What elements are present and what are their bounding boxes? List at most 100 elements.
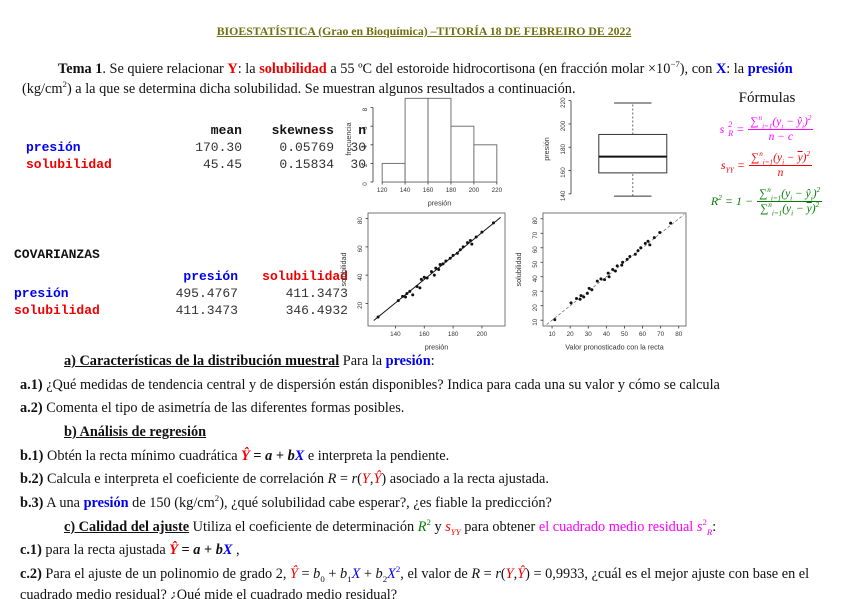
svg-text:0: 0 xyxy=(362,182,369,186)
svg-text:solubilidad: solubilidad xyxy=(339,253,348,287)
formula-lhs: s xyxy=(719,122,725,136)
stats-header-mean: mean xyxy=(210,123,242,138)
svg-text:6: 6 xyxy=(362,126,369,130)
question-b2: b.2) Calcula e interpreta el coeficiente… xyxy=(20,471,549,488)
question-c1: c.1) para la recta ajustada Ŷ = a + bX , xyxy=(20,542,240,559)
covariance-header-solubilidad: solubilidad xyxy=(262,269,348,284)
equals-sign: = 1 − xyxy=(724,194,754,208)
svg-text:solubilidad: solubilidad xyxy=(514,253,523,287)
svg-text:160: 160 xyxy=(560,167,567,178)
covariance-title: COVARIANZAS xyxy=(14,247,100,262)
svg-text:40: 40 xyxy=(532,275,539,283)
svg-text:60: 60 xyxy=(532,246,539,254)
question-c2: c.2) Para el ajuste de un polinomio de g… xyxy=(20,564,810,599)
covariance-header-presion: presión xyxy=(183,269,238,284)
questions-section: a) Características de la distribución mu… xyxy=(20,351,838,599)
covariance-row-label: presión xyxy=(14,286,69,302)
stats-cell: 30 xyxy=(350,157,366,173)
svg-text:120: 120 xyxy=(377,187,388,194)
stats-row-label: solubilidad xyxy=(26,157,112,173)
formula-lhs: R2 xyxy=(710,193,722,208)
stats-cell: 45.45 xyxy=(202,157,242,173)
covariance-cell: 411.3473 xyxy=(285,286,348,302)
fraction-denominator: n xyxy=(777,167,784,179)
table-row: solubilidad 45.45 0.15834 30 xyxy=(26,156,366,173)
svg-text:60: 60 xyxy=(357,245,364,253)
svg-text:30: 30 xyxy=(532,289,539,297)
svg-text:180: 180 xyxy=(446,187,457,194)
question-a-heading: a) Características de la distribución mu… xyxy=(64,353,435,369)
svg-text:10: 10 xyxy=(532,318,539,326)
question-a2: a.2) Comenta el tipo de asimetría de las… xyxy=(20,400,405,417)
document-title: BIOESTATÍSTICA (Grao en Bioquímica) –TIT… xyxy=(216,24,632,38)
summary-stats-table: mean skewness n presión 170.30 0.05769 3… xyxy=(26,122,366,173)
stats-row-label: presión xyxy=(26,140,81,156)
formula-lhs: sYY xyxy=(720,158,734,175)
svg-text:50: 50 xyxy=(621,331,629,338)
fraction-numerator: ∑ni=1(yi − ŷi)2 xyxy=(757,186,823,203)
svg-text:presión: presión xyxy=(542,137,551,161)
formula-r-squared: R2 = 1 − ∑ni=1(yi − ŷi)2 ∑ni=1(yi − y)2 xyxy=(690,186,844,218)
table-row: solubilidad 411.3473 346.4932 xyxy=(14,302,348,319)
svg-text:80: 80 xyxy=(675,331,683,338)
svg-text:20: 20 xyxy=(357,301,364,309)
intro-paragraph: Tema 1. Se quiere relacionar Y: la solub… xyxy=(22,59,793,98)
svg-text:70: 70 xyxy=(657,331,665,338)
question-b1: b.1) Obtén la recta mínimo cuadrática Ŷ … xyxy=(20,447,450,464)
svg-text:40: 40 xyxy=(603,331,611,338)
svg-text:140: 140 xyxy=(560,190,567,201)
svg-text:200: 200 xyxy=(469,187,480,194)
covariance-cell: 495.4767 xyxy=(175,286,238,302)
question-a1: a.1) ¿Qué medidas de tendencia central y… xyxy=(20,376,720,393)
svg-text:160: 160 xyxy=(419,331,430,338)
fraction-denominator: ∑ni=1(yi − y)2 xyxy=(760,201,820,218)
svg-text:160: 160 xyxy=(423,187,434,194)
svg-text:50: 50 xyxy=(532,260,539,268)
fraction-denominator: n − c xyxy=(768,131,794,143)
covariance-header-row: presión solubilidad xyxy=(14,268,348,285)
covariance-cell: 346.4932 xyxy=(285,303,348,319)
question-c-heading: c) Calidad del ajuste Utiliza el coefici… xyxy=(64,516,717,537)
svg-text:200: 200 xyxy=(560,120,567,131)
svg-text:180: 180 xyxy=(560,144,567,155)
svg-text:80: 80 xyxy=(357,217,364,225)
boxplot-presion-chart: 140 160 180 200 220 presión xyxy=(542,97,668,201)
svg-text:presión: presión xyxy=(428,199,452,208)
equals-sign: = xyxy=(736,158,745,172)
svg-text:140: 140 xyxy=(390,331,401,338)
svg-text:2: 2 xyxy=(362,163,369,167)
fraction: ∑ni=1(yi − ŷi)2 ∑ni=1(yi − y)2 xyxy=(757,186,823,218)
svg-text:presión: presión xyxy=(425,343,449,352)
svg-text:140: 140 xyxy=(400,187,411,194)
svg-text:70: 70 xyxy=(532,231,539,239)
stats-header-row: mean skewness n xyxy=(26,122,366,139)
scatter-solubilidad-predicted-chart: 10 20 30 40 50 60 70 80 10 20 30 40 50 60 70 80 Valor pr… xyxy=(514,212,687,352)
formulas-title: Fórmulas xyxy=(738,90,796,106)
svg-text:40: 40 xyxy=(357,273,364,281)
stats-header-n: n xyxy=(358,123,366,138)
svg-text:180: 180 xyxy=(448,331,459,338)
covariance-row-label: solubilidad xyxy=(14,303,100,319)
equals-sign: = xyxy=(736,122,745,136)
fraction-numerator: ∑ni=1(yi − ŷi)2 xyxy=(748,114,814,131)
svg-text:60: 60 xyxy=(639,331,647,338)
covariance-table: COVARIANZAS presión solubilidad presión … xyxy=(14,247,348,319)
svg-text:80: 80 xyxy=(532,217,539,225)
stats-cell: 0.05769 xyxy=(279,140,334,156)
fraction-numerator: ∑ni=1(yi − y)2 xyxy=(748,150,813,167)
formula-variance-syy: sYY = ∑ni=1(yi − y)2 n xyxy=(690,150,844,179)
svg-text:20: 20 xyxy=(532,304,539,312)
scatter-solubilidad-presion-chart: 140 160 180 200 20 40 60 80 presión solubilidad xyxy=(339,212,506,352)
question-b-heading: b) Análisis de regresión xyxy=(64,423,207,440)
svg-text:220: 220 xyxy=(492,187,503,194)
stats-cell: 170.30 xyxy=(195,140,242,156)
fraction: ∑ni=1(yi − ŷi)2 n − c xyxy=(748,114,814,143)
stats-cell: 0.15834 xyxy=(279,157,334,173)
svg-text:10: 10 xyxy=(549,331,557,338)
covariance-cell: 411.3473 xyxy=(175,303,238,319)
svg-text:Valor pronosticado con la rect: Valor pronosticado con la recta xyxy=(565,343,664,352)
svg-text:30: 30 xyxy=(585,331,593,338)
